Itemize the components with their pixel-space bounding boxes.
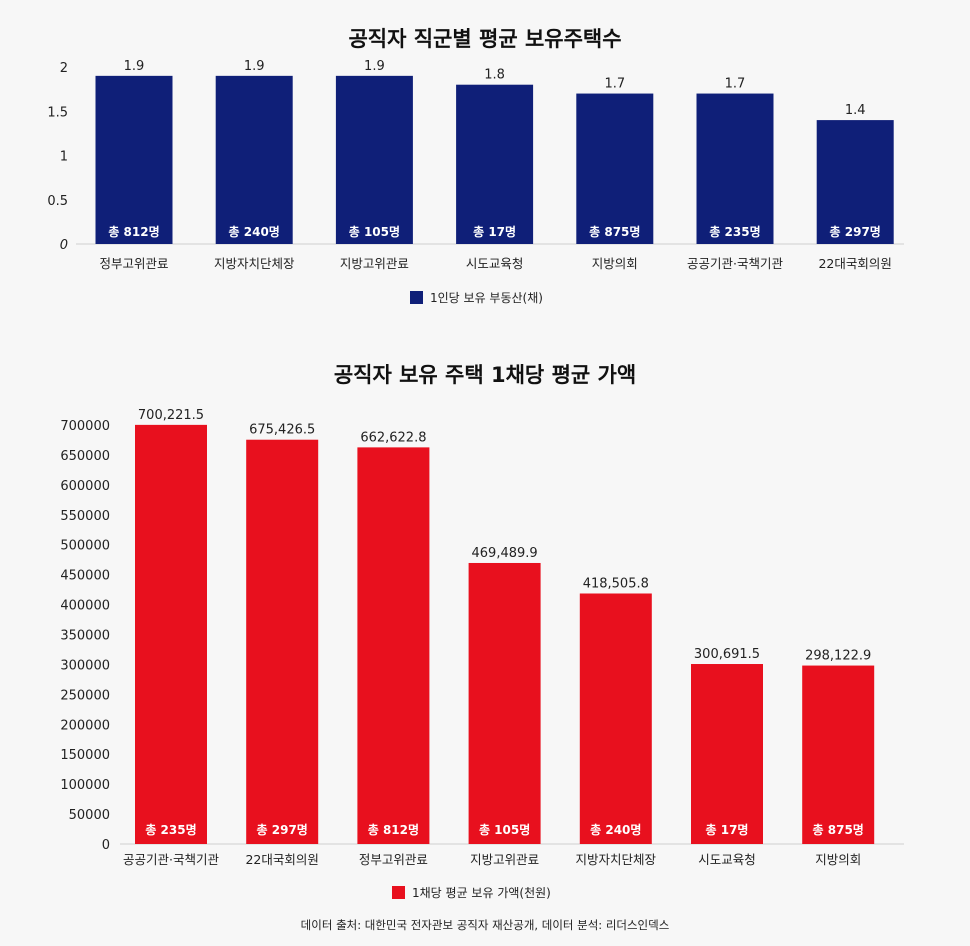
- chart2-value-label: 662,622.8: [360, 430, 426, 445]
- chart1-y-tick-label: 0.5: [47, 194, 68, 209]
- chart1-bar: [456, 84, 534, 244]
- chart2-bar-count-label: 총 235명: [145, 822, 196, 837]
- chart2-bar: [468, 562, 541, 844]
- chart2-legend: 1채당 평균 보유 가액(천원): [392, 885, 551, 900]
- chart2-y-tick-label: 0: [102, 838, 110, 853]
- chart2-value-label: 469,489.9: [472, 546, 538, 561]
- chart2-y-tick-label: 700000: [60, 419, 110, 434]
- chart1-x-tick-label: 시도교육청: [466, 256, 524, 271]
- chart1-x-tick-label: 지방자치단체장: [214, 256, 295, 271]
- chart2-y-axis: 0 50000 100000 150000 200000 250000 300000 3500…: [60, 419, 110, 853]
- chart2-y-tick-label: 350000: [60, 629, 110, 644]
- chart1-bar: [696, 93, 774, 244]
- chart1-value-label: 1.8: [484, 68, 505, 83]
- chart2-x-tick-label: 22대국회의원: [245, 852, 318, 867]
- chart2-bar-count-label: 총 17명: [706, 822, 749, 837]
- chart1-bar-count-label: 총 17명: [473, 224, 516, 239]
- chart2-x-tick-label: 공공기관·국책기관: [123, 852, 219, 867]
- chart1-x-tick-label: 지방고위관료: [340, 256, 409, 271]
- chart1-value-label: 1.7: [604, 77, 625, 92]
- chart2-bar: [802, 665, 875, 844]
- chart1-value-label: 1.9: [364, 59, 385, 74]
- chart1-bar-count-label: 총 812명: [108, 224, 159, 239]
- chart1-y-axis: 0 0.5 1 1.5 2: [47, 61, 68, 253]
- chart1-legend-swatch: [410, 291, 423, 304]
- chart1-bar: [816, 120, 894, 244]
- chart2-bar-count-label: 총 105명: [479, 822, 530, 837]
- chart2-x-tick-label: 지방고위관료: [470, 852, 539, 867]
- chart1-value-label: 1.7: [725, 77, 746, 92]
- chart2-y-tick-label: 50000: [69, 808, 110, 823]
- chart1-x-tick-label: 지방의회: [592, 256, 638, 271]
- chart2-y-tick-label: 200000: [60, 718, 110, 733]
- chart2-value-label: 298,122.9: [805, 649, 871, 664]
- chart1-bar: [95, 75, 173, 244]
- chart2-bar: [246, 439, 319, 844]
- chart2-bar: [691, 664, 763, 844]
- chart2-y-tick-label: 100000: [60, 778, 110, 793]
- chart2-bar: [357, 447, 430, 844]
- chart-housing-count: 공직자 직군별 평균 보유주택수 0 0.5 1 1.5 2 1.9 총 812명정부고위…: [47, 27, 904, 305]
- chart2-y-tick-label: 600000: [60, 479, 110, 494]
- chart2-legend-label: 1채당 평균 보유 가액(천원): [412, 885, 551, 900]
- chart1-value-label: 1.9: [124, 59, 145, 74]
- chart2-x-tick-label: 지방의회: [815, 852, 861, 867]
- chart2-value-label: 418,505.8: [583, 576, 649, 591]
- chart2-value-label: 700,221.5: [138, 408, 204, 423]
- chart2-y-tick-label: 450000: [60, 569, 110, 584]
- chart-price-per-house: 공직자 보유 주택 1채당 평균 가액 0 50000 100000 150000 20…: [60, 363, 904, 900]
- chart1-bar-count-label: 총 105명: [349, 224, 400, 239]
- chart1-x-tick-label: 공공기관·국책기관: [687, 256, 783, 271]
- chart1-bar: [215, 75, 293, 244]
- chart2-y-tick-label: 500000: [60, 539, 110, 554]
- chart1-y-tick-label: 1.5: [47, 105, 68, 120]
- chart2-y-tick-label: 650000: [60, 449, 110, 464]
- chart2-bar-count-label: 총 240명: [590, 822, 641, 837]
- chart2-bar-count-label: 총 812명: [368, 822, 419, 837]
- chart1-bar-count-label: 총 240명: [229, 224, 280, 239]
- chart1-x-tick-label: 정부고위관료: [99, 256, 168, 271]
- chart2-bar: [135, 424, 207, 844]
- chart2-x-tick-label: 지방자치단체장: [576, 852, 657, 867]
- chart1-bar-count-label: 총 235명: [709, 224, 760, 239]
- chart2-y-tick-label: 550000: [60, 509, 110, 524]
- chart1-bar: [335, 75, 413, 244]
- chart2-value-label: 300,691.5: [694, 647, 760, 662]
- chart1-title: 공직자 직군별 평균 보유주택수: [348, 27, 621, 51]
- chart2-legend-swatch: [392, 886, 405, 899]
- chart2-y-tick-label: 400000: [60, 599, 110, 614]
- chart1-bar: [576, 93, 654, 244]
- chart1-legend-label: 1인당 보유 부동산(채): [430, 291, 543, 305]
- chart1-value-label: 1.4: [845, 103, 866, 118]
- chart2-y-tick-label: 150000: [60, 748, 110, 763]
- chart2-y-tick-label: 250000: [60, 688, 110, 703]
- chart2-x-tick-label: 시도교육청: [698, 852, 756, 867]
- chart2-value-label: 675,426.5: [249, 423, 315, 438]
- data-source-note: 데이터 출처: 대한민국 전자관보 공직자 재산공개, 데이터 분석: 리더스인…: [301, 918, 670, 932]
- chart2-y-tick-label: 300000: [60, 658, 110, 673]
- chart2-x-tick-label: 정부고위관료: [359, 852, 428, 867]
- chart2-bar: [579, 593, 652, 844]
- chart1-legend: 1인당 보유 부동산(채): [410, 291, 543, 305]
- chart1-y-tick-label: 0: [60, 238, 68, 253]
- chart2-bar-count-label: 총 297명: [257, 822, 308, 837]
- chart1-y-tick-label: 2: [60, 61, 68, 76]
- chart1-y-tick-label: 1: [60, 150, 68, 165]
- chart2-bar-count-label: 총 875명: [813, 822, 864, 837]
- chart1-bar-count-label: 총 875명: [589, 224, 640, 239]
- chart1-value-label: 1.9: [244, 59, 265, 74]
- chart1-bar-count-label: 총 297명: [830, 224, 881, 239]
- chart2-title: 공직자 보유 주택 1채당 평균 가액: [334, 363, 636, 387]
- chart1-x-tick-label: 22대국회의원: [818, 256, 891, 271]
